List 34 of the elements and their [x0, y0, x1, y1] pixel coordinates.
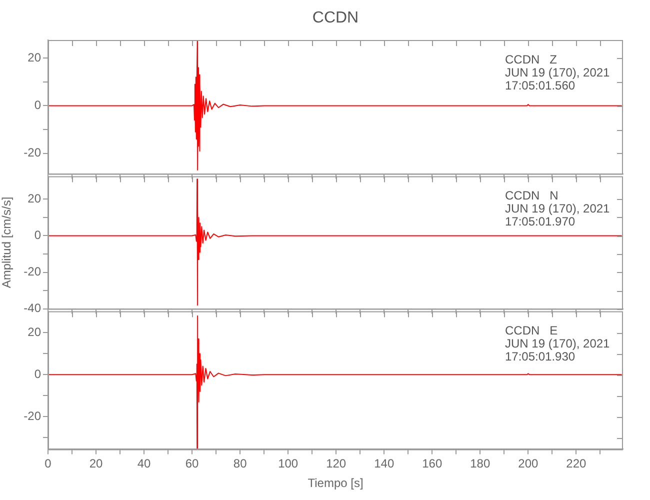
x-tick-label: 0: [44, 456, 52, 471]
y-tick-label: -40: [24, 301, 42, 316]
x-tick-label: 80: [233, 456, 248, 471]
y-tick-label: 0: [34, 228, 42, 242]
x-tick-label: 160: [422, 456, 442, 471]
y-tick-label: -20: [24, 146, 42, 160]
y-tick-label: 0: [34, 366, 42, 381]
y-tick-label: -20: [24, 264, 42, 279]
x-tick-label: 220: [566, 456, 587, 471]
y-axis-title: Amplitud [cm/s/s]: [0, 196, 14, 288]
annotation: CCDN E: [505, 324, 558, 338]
y-tick-label: 20: [28, 192, 42, 206]
y-tick-label: 20: [28, 324, 42, 339]
x-tick-label: 20: [89, 456, 104, 471]
annotation: 17:05:01.560: [505, 78, 576, 92]
x-tick-label: 60: [185, 456, 200, 471]
y-tick-label: 20: [28, 50, 42, 64]
x-tick-label: 200: [518, 456, 538, 471]
annotation: 17:05:01.970: [505, 214, 576, 229]
annotation: 17:05:01.930: [505, 350, 576, 364]
x-tick-label: 140: [374, 456, 394, 471]
x-tick-label: 40: [137, 456, 152, 471]
chart-title: CCDN: [312, 9, 359, 26]
y-tick-label: 0: [34, 98, 42, 112]
annotation: CCDN Z: [505, 52, 557, 66]
x-tick-label: 120: [326, 456, 346, 471]
annotation: JUN 19 (170), 2021: [505, 65, 610, 80]
y-tick-label: -20: [24, 408, 42, 423]
x-tick-label: 100: [278, 456, 298, 471]
annotation: JUN 19 (170), 2021: [505, 336, 610, 351]
annotation: JUN 19 (170), 2021: [505, 202, 610, 216]
x-tick-label: 180: [470, 456, 490, 471]
x-axis-title: Tiempo [s]: [308, 476, 364, 490]
annotation: CCDN N: [505, 188, 558, 203]
